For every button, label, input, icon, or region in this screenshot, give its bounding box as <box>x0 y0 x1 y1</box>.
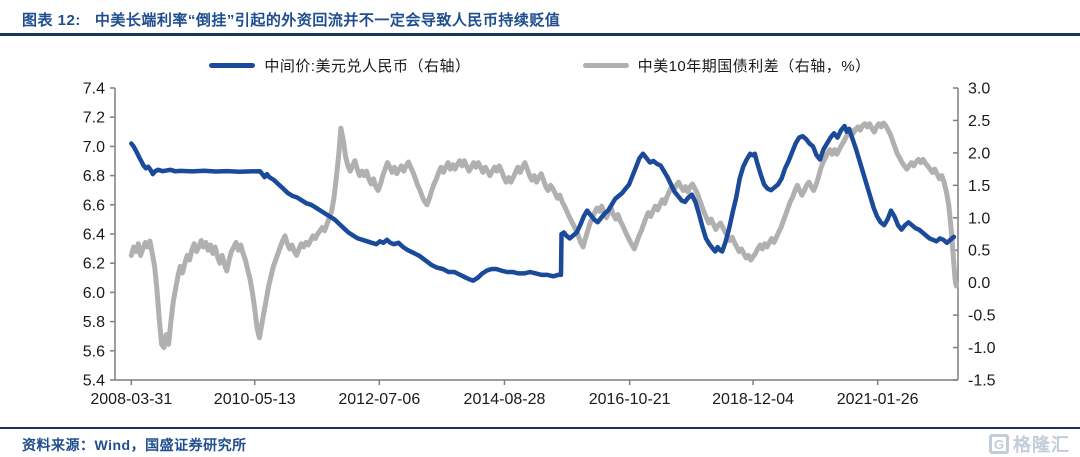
top-divider <box>0 33 1080 36</box>
gelonghui-logo-text: 格隆汇 <box>1013 435 1070 455</box>
right-axis-tick-label: -1.5 <box>968 373 996 390</box>
chart-title-row: 图表 12: 中美长端利率“倒挂”引起的外资回流并不一定会导致人民币持续贬值 <box>22 9 560 30</box>
x-axis-tick-label: 2016-10-21 <box>589 391 671 408</box>
legend-label-usdcny: 中间价:美元兑人民币（右轴） <box>264 58 471 75</box>
source-note: 资料来源：Wind，国盛证券研究所 <box>22 437 247 453</box>
right-axis-tick-label: 3.0 <box>968 81 990 98</box>
gelonghui-logo-icon: G <box>989 434 1009 454</box>
left-axis-tick-label: 5.4 <box>83 373 105 390</box>
legend-label-spread: 中美10年期国债利差（右轴，%） <box>637 58 871 75</box>
left-axis-tick-label: 6.6 <box>83 197 105 214</box>
right-axis-tick-label: 0.5 <box>968 243 990 260</box>
right-axis-tick-label: 0.0 <box>968 275 990 292</box>
right-axis-tick-label: 1.0 <box>968 210 990 227</box>
x-axis-tick-label: 2008-03-31 <box>90 391 172 408</box>
left-axis-tick-label: 7.0 <box>83 139 105 156</box>
legend-item-usdcny: 中间价:美元兑人民币（右轴） <box>209 55 470 76</box>
bottom-divider <box>0 427 1080 429</box>
left-axis-tick-label: 7.4 <box>83 81 105 98</box>
left-axis-tick-label: 6.4 <box>83 227 105 244</box>
series-line-cn-us-10y-spread <box>128 120 959 351</box>
x-axis-tick-label: 2012-07-06 <box>338 391 420 408</box>
legend-swatch-gray <box>582 63 629 68</box>
series-line-usdcny-midpoint <box>129 123 957 283</box>
legend: 中间价:美元兑人民币（右轴） 中美10年期国债利差（右轴，%） <box>0 55 1080 76</box>
right-axis-tick-label: 2.5 <box>968 113 990 130</box>
chart-title: 中美长端利率“倒挂”引起的外资回流并不一定会导致人民币持续贬值 <box>94 12 561 29</box>
legend-swatch-blue <box>209 63 256 68</box>
x-axis-tick-label: 2021-01-26 <box>837 391 919 408</box>
x-axis-tick-label: 2018-12-04 <box>712 391 794 408</box>
left-axis-tick-label: 5.8 <box>83 314 105 331</box>
gelonghui-logo: G 格隆汇 <box>989 431 1070 457</box>
right-axis-tick-label: -0.5 <box>968 308 996 325</box>
left-axis-tick-label: 5.6 <box>83 343 105 360</box>
right-axis-tick-label: -1.0 <box>968 340 996 357</box>
x-axis-tick-label: 2014-08-28 <box>464 391 546 408</box>
legend-item-spread: 中美10年期国债利差（右轴，%） <box>582 55 871 76</box>
left-axis-tick-label: 6.0 <box>83 285 105 302</box>
left-axis-tick-label: 6.2 <box>83 256 105 273</box>
right-axis-tick-label: 1.5 <box>968 178 990 195</box>
left-axis-tick-label: 7.2 <box>83 110 105 127</box>
left-axis-tick-label: 6.8 <box>83 168 105 185</box>
chart-number-label: 图表 12: <box>22 12 81 29</box>
right-axis-tick-label: 2.0 <box>968 145 990 162</box>
x-axis-tick-label: 2010-05-13 <box>214 391 296 408</box>
